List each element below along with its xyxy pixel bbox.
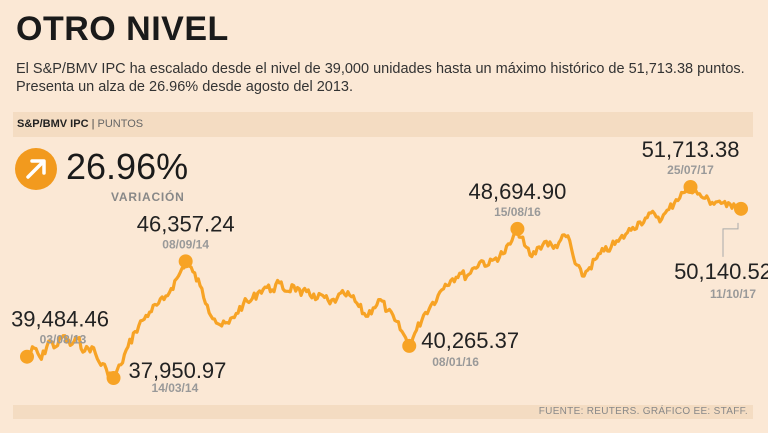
arrow-up-right-icon — [26, 159, 46, 179]
page-title: OTRO NIVEL — [16, 10, 229, 48]
annotation-value-label: 51,713.38 — [642, 137, 740, 162]
annotation-date-label: 08/09/14 — [162, 237, 209, 251]
chart-header-bar: S&P/BMV IPC | PUNTOS — [13, 112, 753, 137]
annotation-leader-line — [722, 222, 739, 257]
data-point-marker — [20, 349, 34, 364]
data-point-marker — [734, 201, 748, 216]
chart-header-text: S&P/BMV IPC | PUNTOS — [17, 118, 143, 130]
data-point-marker — [178, 254, 193, 269]
data-point-marker — [683, 180, 698, 194]
data-point-marker — [402, 338, 417, 353]
annotation-value-label: 39,484.46 — [11, 307, 109, 332]
index-label: S&P/BMV IPC — [17, 118, 89, 130]
series-line — [25, 185, 743, 380]
series-layer — [25, 185, 743, 380]
data-point-marker — [510, 221, 525, 236]
annotation-date-label: 11/10/17 — [710, 287, 756, 301]
annotation-value-label: 48,694.90 — [468, 179, 566, 204]
data-point-marker — [106, 371, 121, 385]
annotation-value-label: 40,265.37 — [421, 328, 519, 353]
variation-value: 26.96% — [66, 146, 189, 187]
annotation-value-label: 37,950.97 — [129, 358, 227, 383]
annotation-value-label: 46,357.24 — [137, 211, 235, 236]
source-credit: FUENTE: REUTERS. GRÁFICO EE: STAFF. — [538, 406, 748, 417]
annotation-date-label: 14/03/14 — [152, 381, 199, 395]
page-subtitle: El S&P/BMV IPC ha escalado desde el nive… — [16, 61, 745, 95]
header-separator: | — [91, 118, 95, 130]
unit-label: PUNTOS — [97, 118, 144, 130]
annotation-value-label: 50,140.52 — [674, 259, 768, 284]
variation-label: VARIACIÓN — [111, 190, 185, 204]
annotation-date-label: 08/01/16 — [432, 355, 479, 369]
footer-bar — [13, 405, 753, 419]
annotation-date-label: 03/08/13 — [40, 333, 87, 347]
annotation-date-label: 25/07/17 — [667, 163, 714, 177]
annotation-date-label: 15/08/16 — [494, 205, 541, 219]
variation-badge — [15, 148, 57, 190]
